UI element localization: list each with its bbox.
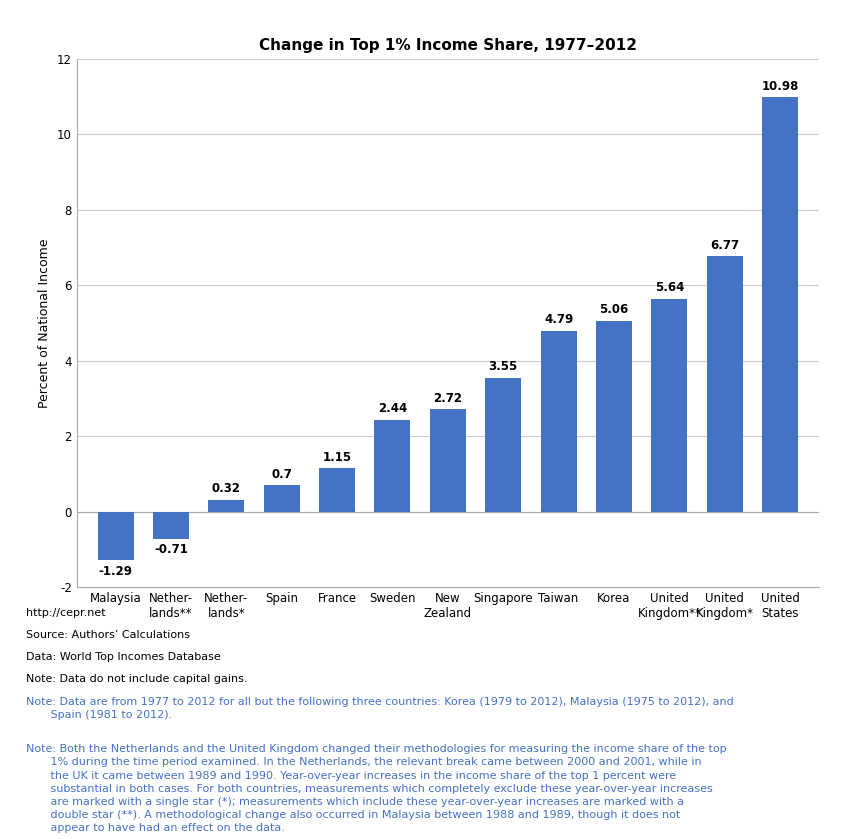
Text: 1.15: 1.15 (322, 451, 351, 464)
Bar (374, 420, 410, 512)
Text: -0.71: -0.71 (154, 543, 187, 556)
Text: -1.29: -1.29 (99, 565, 132, 578)
Bar (97, 512, 134, 560)
Bar (485, 378, 521, 512)
Bar (429, 409, 465, 512)
Text: 5.64: 5.64 (653, 281, 683, 294)
Text: Data: World Top Incomes Database: Data: World Top Incomes Database (26, 652, 220, 662)
Bar (706, 256, 742, 512)
Text: 10.98: 10.98 (761, 80, 797, 93)
Bar (540, 331, 576, 512)
Bar (596, 320, 631, 512)
Text: Note: Data are from 1977 to 2012 for all but the following three countries: Kore: Note: Data are from 1977 to 2012 for all… (26, 697, 733, 721)
Bar (761, 97, 797, 512)
Text: Source: Authors’ Calculations: Source: Authors’ Calculations (26, 630, 189, 640)
Bar (263, 485, 299, 512)
Text: 3.55: 3.55 (488, 360, 517, 373)
Bar (651, 299, 687, 512)
Y-axis label: Percent of National Income: Percent of National Income (38, 238, 51, 408)
Text: Note: Data do not include capital gains.: Note: Data do not include capital gains. (26, 674, 247, 684)
Bar (208, 500, 244, 512)
Bar (153, 512, 188, 539)
Text: 2.44: 2.44 (377, 402, 406, 415)
Text: 4.79: 4.79 (544, 314, 573, 326)
Text: Note: Both the Netherlands and the United Kingdom changed their methodologies fo: Note: Both the Netherlands and the Unite… (26, 744, 725, 833)
Text: 2.72: 2.72 (433, 392, 462, 404)
Text: 6.77: 6.77 (710, 238, 739, 252)
Bar (319, 468, 354, 512)
Text: http://cepr.net: http://cepr.net (26, 608, 105, 618)
Text: 0.32: 0.32 (211, 482, 240, 495)
Text: 5.06: 5.06 (599, 303, 628, 316)
Title: Change in Top 1% Income Share, 1977–2012: Change in Top 1% Income Share, 1977–2012 (258, 39, 636, 54)
Text: 0.7: 0.7 (271, 468, 291, 481)
